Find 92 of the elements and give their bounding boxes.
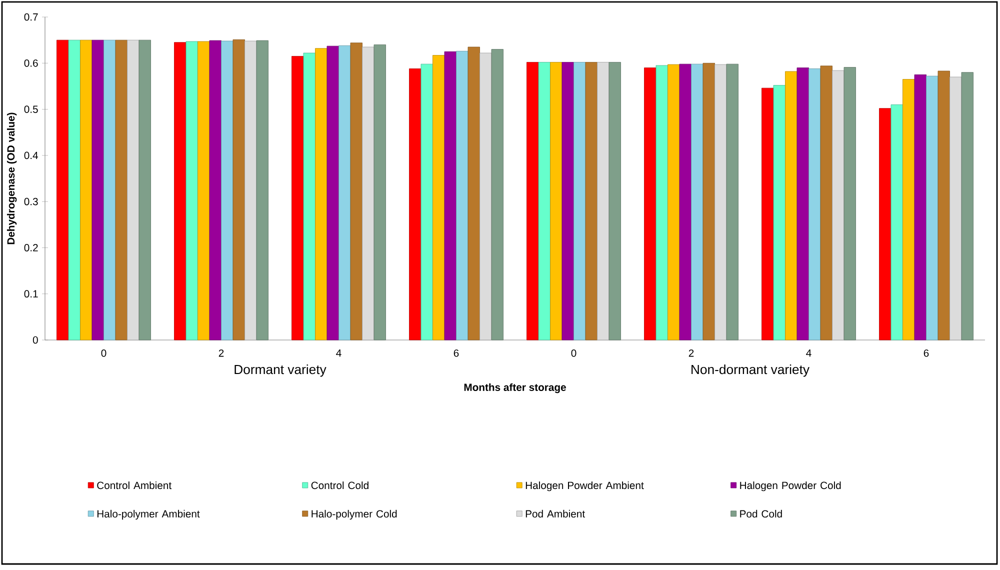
bar [409, 68, 422, 340]
bar [232, 39, 245, 340]
bar [432, 55, 445, 340]
y-tick-label: 0 [32, 336, 38, 344]
x-tick-label: 2 [688, 349, 694, 357]
bar [679, 64, 692, 340]
bar [374, 44, 386, 340]
x-axis-title: Months after storage [464, 383, 566, 394]
bar [526, 62, 539, 340]
bar [914, 74, 926, 340]
legend-label: Pod Cold [740, 510, 782, 518]
bar [56, 40, 69, 340]
bar [961, 72, 974, 340]
bar [186, 41, 198, 340]
bar [491, 49, 504, 340]
bar [714, 64, 727, 340]
bar [444, 51, 456, 340]
bar [668, 64, 680, 340]
bar [350, 42, 362, 340]
bar [198, 41, 210, 340]
x-tick-label: 0 [101, 349, 106, 357]
x-tick-label: 4 [336, 349, 342, 357]
bar [773, 85, 786, 340]
text: Dormant variety [234, 364, 326, 377]
bar [456, 50, 468, 340]
bar [844, 67, 856, 340]
legend-label: Control Cold [311, 481, 368, 490]
bar [796, 68, 809, 340]
y-tick-label: 0.4 [24, 152, 38, 160]
bar [890, 104, 903, 340]
bar [691, 64, 704, 340]
bar [808, 68, 821, 340]
bar [303, 52, 316, 340]
bar [538, 62, 550, 340]
bar [174, 42, 186, 340]
bar [315, 48, 328, 340]
bar [902, 79, 915, 340]
bar [726, 64, 738, 340]
bar [362, 46, 374, 340]
y-tick-label: 0.6 [24, 59, 38, 67]
x-tick-label: 6 [454, 349, 459, 357]
legend-label: Halogen Powder Ambient [526, 481, 644, 492]
bar [644, 68, 656, 340]
y-tick-label: 0.2 [24, 244, 38, 252]
legend-label: Pod Ambient [526, 510, 585, 518]
y-tick-label: 0.7 [24, 13, 38, 21]
bar [68, 40, 80, 340]
bar [785, 71, 798, 340]
bar [104, 40, 116, 340]
bar [221, 40, 234, 340]
y-tick-label: 0.5 [24, 106, 38, 113]
bar [420, 64, 433, 340]
legend-label: Halogen Powder Cold [740, 481, 841, 492]
bar [608, 62, 621, 340]
bar [338, 45, 351, 340]
bar [244, 40, 257, 340]
bar [326, 46, 339, 340]
bar [127, 40, 140, 340]
y-axis-title: Dehydrogenase (OD value) [6, 112, 17, 244]
bar [80, 40, 92, 340]
bar [115, 40, 128, 340]
legend-label: Control Ambient [97, 481, 172, 490]
bar [574, 62, 586, 340]
bar [138, 40, 151, 340]
x-tick-label: 4 [806, 349, 812, 357]
bar [292, 56, 304, 340]
legend-label: Halo-polymer Cold [312, 510, 397, 520]
x-tick-label: 2 [218, 349, 224, 357]
bar [585, 62, 598, 340]
bar [468, 46, 480, 340]
bar [656, 65, 668, 340]
bar [879, 108, 892, 340]
text: Non-dormant variety [692, 364, 810, 377]
bar [702, 62, 715, 340]
bar [480, 52, 492, 340]
bar [256, 40, 268, 340]
legend-label: Halo-polymer Ambient [97, 510, 200, 520]
bar [950, 76, 962, 340]
bar [597, 62, 610, 340]
x-tick-label: 6 [924, 349, 929, 357]
bar [938, 70, 950, 340]
bar [550, 62, 562, 340]
y-tick-label: 0.3 [24, 198, 38, 206]
bar [832, 70, 844, 340]
y-tick-label: 0.1 [24, 290, 38, 298]
bar [92, 40, 104, 340]
x-tick-label: 0 [571, 349, 576, 357]
bar [926, 76, 938, 340]
bar [209, 40, 222, 340]
bar [820, 66, 832, 340]
bar [562, 62, 574, 340]
bar [762, 88, 774, 340]
